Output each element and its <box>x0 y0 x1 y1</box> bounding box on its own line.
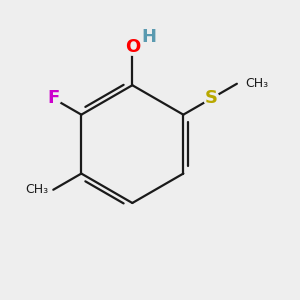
Text: O: O <box>125 38 140 56</box>
Text: CH₃: CH₃ <box>246 77 269 90</box>
Circle shape <box>124 39 141 55</box>
Circle shape <box>46 91 61 106</box>
Circle shape <box>204 91 219 106</box>
Text: S: S <box>205 89 218 107</box>
Text: F: F <box>47 89 59 107</box>
Text: CH₃: CH₃ <box>26 183 49 196</box>
Text: H: H <box>141 28 156 46</box>
